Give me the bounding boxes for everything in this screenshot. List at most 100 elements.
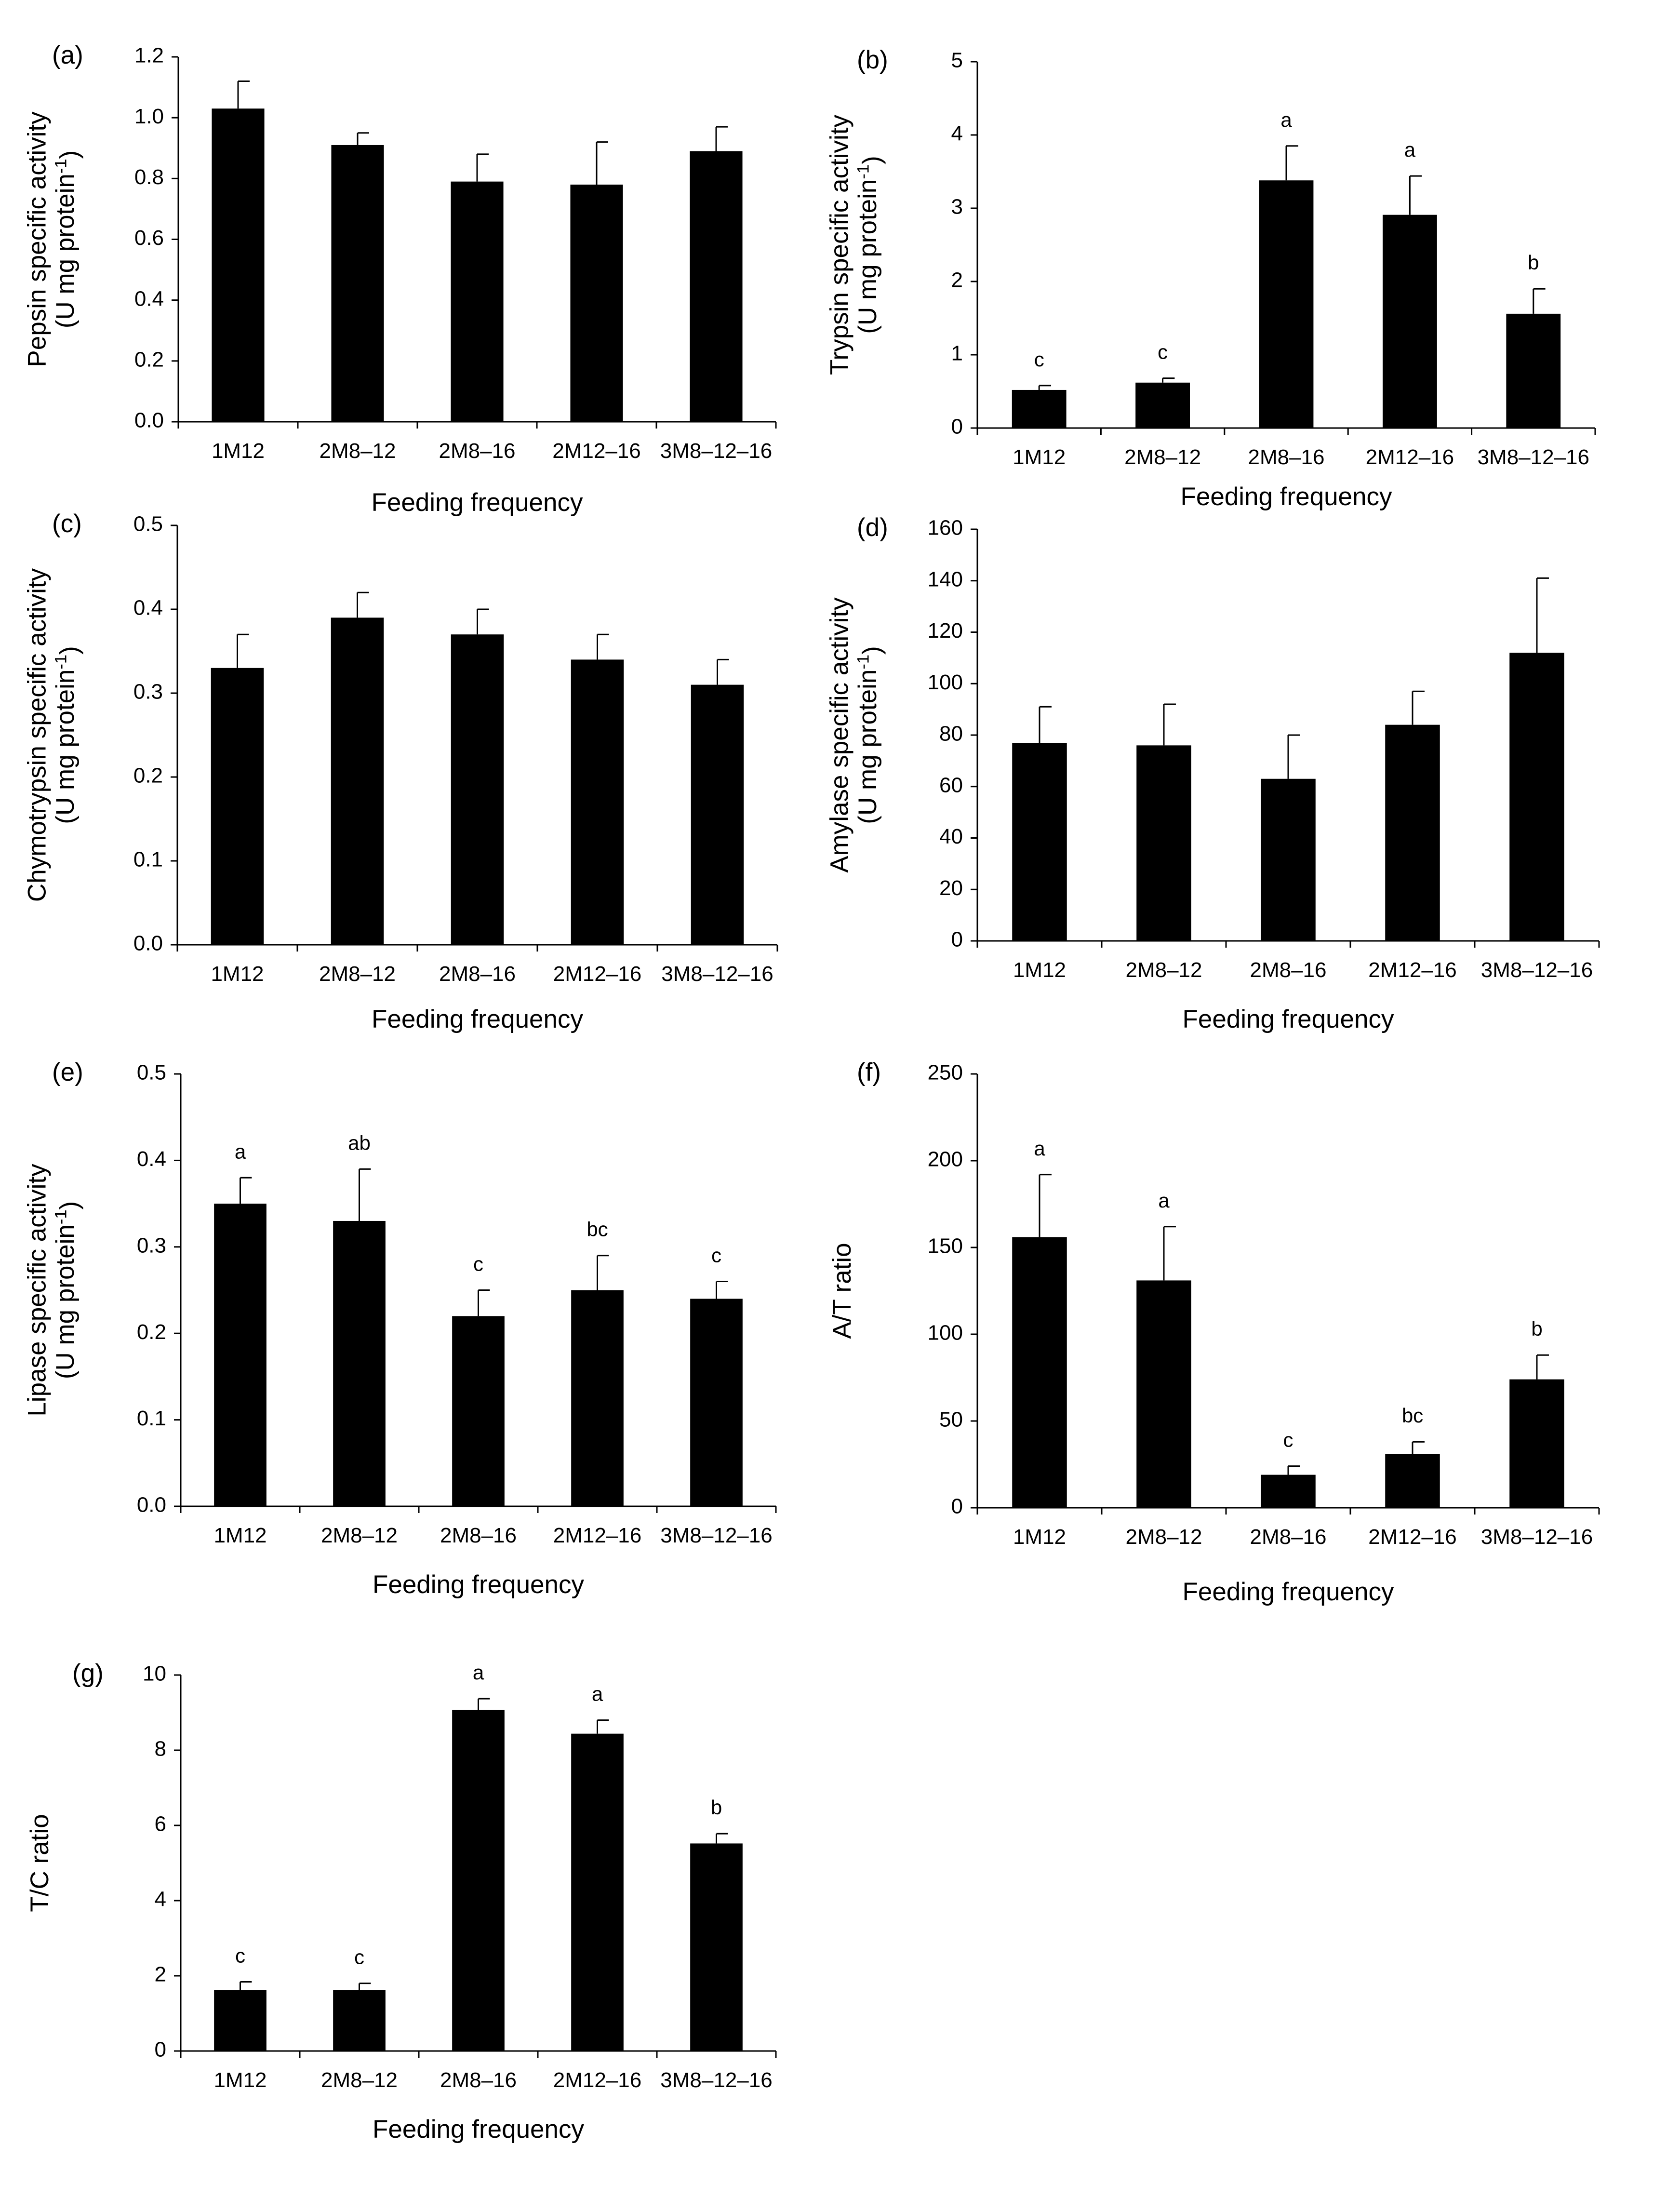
y-axis-label-line: ) <box>857 156 886 164</box>
bar <box>1385 1454 1440 1508</box>
y-axis-label-superscript: -1 <box>854 655 872 670</box>
y-tick-label: 80 <box>939 722 963 746</box>
y-tick-label: 8 <box>155 1737 166 1761</box>
x-axis-label: Feeding frequency <box>371 488 583 517</box>
bar <box>691 684 744 945</box>
x-tick-label: 1M12 <box>213 1524 267 1547</box>
y-tick-label: 160 <box>928 516 963 540</box>
significance-letter: b <box>1528 251 1539 274</box>
x-tick-label: 1M12 <box>212 439 265 463</box>
significance-letter: b <box>711 1796 722 1819</box>
y-axis-label-superscript: -1 <box>854 164 872 179</box>
significance-letter: c <box>711 1244 721 1267</box>
y-tick-label: 0.0 <box>134 409 164 432</box>
x-tick-label: 2M8–12 <box>319 439 396 463</box>
bar <box>1136 1280 1191 1508</box>
y-axis-label-line: ) <box>55 150 83 159</box>
x-tick-label: 2M8–12 <box>1124 445 1201 469</box>
x-tick-label: 2M12–16 <box>1368 1525 1456 1549</box>
chart-panel: (f) 0 50 100 150 200 250 a 1M12 a 2M8–12 c 2M8–16 bc 2… <box>828 1058 1600 1606</box>
bar <box>690 1843 743 2051</box>
x-tick-label: 1M12 <box>1013 1525 1066 1549</box>
y-tick-label: 3 <box>951 195 963 219</box>
x-tick-label: 3M8–12–16 <box>1478 445 1589 469</box>
x-axis-label: Feeding frequency <box>373 2115 585 2144</box>
y-tick-label: 0.3 <box>137 1233 166 1257</box>
bar <box>1261 778 1316 941</box>
significance-letter: bc <box>587 1218 608 1241</box>
bar <box>571 659 624 945</box>
bar <box>331 617 384 945</box>
y-tick-label: 0.2 <box>133 764 163 788</box>
bar <box>1385 724 1440 941</box>
bar <box>452 1316 505 1506</box>
x-tick-label: 1M12 <box>1013 445 1066 469</box>
x-tick-label: 1M12 <box>211 962 264 986</box>
y-tick-label: 0 <box>951 928 963 952</box>
significance-letter: a <box>1280 108 1292 131</box>
x-tick-label: 2M8–12 <box>321 1524 398 1547</box>
significance-letter: c <box>1034 348 1044 371</box>
y-tick-label: 1.2 <box>134 44 164 67</box>
y-axis-label: Trypsin specific activity(U mg protein-1… <box>826 115 886 375</box>
x-axis-label: Feeding frequency <box>372 1005 584 1033</box>
y-tick-label: 40 <box>939 825 963 848</box>
y-tick-label: 0 <box>951 415 963 439</box>
bar <box>333 1220 386 1506</box>
significance-letter: b <box>1531 1317 1542 1340</box>
significance-letter: c <box>1158 341 1168 363</box>
y-axis-label-line: ) <box>55 1201 83 1210</box>
y-axis-label-line: (U mg protein <box>853 670 882 824</box>
significance-letter: c <box>473 1253 483 1275</box>
x-tick-label: 3M8–12–16 <box>660 1524 772 1547</box>
y-tick-label: 0.2 <box>134 348 164 371</box>
y-tick-label: 0 <box>951 1495 963 1518</box>
y-tick-label: 4 <box>951 122 963 146</box>
y-tick-label: 1 <box>951 342 963 365</box>
x-tick-label: 3M8–12–16 <box>1481 1525 1593 1549</box>
x-tick-label: 2M8–16 <box>1248 445 1324 469</box>
y-tick-label: 1.0 <box>134 105 164 128</box>
chart-panel: (a) 0.0 0.2 0.4 0.6 0.8 1.0 1.2 1M12 2M8–12 2M8–16… <box>23 41 777 517</box>
panel-label: (a) <box>52 41 83 69</box>
y-axis-label-line: Pepsin specific activity <box>23 111 52 367</box>
y-axis-label-line: ) <box>857 646 886 655</box>
panel-label: (b) <box>857 46 888 74</box>
y-axis-label-line: (U mg protein <box>853 179 882 334</box>
y-axis-label: T/C ratio <box>26 1814 54 1912</box>
panel-label: (c) <box>52 509 82 538</box>
bar <box>214 1990 267 2051</box>
y-axis-label: Amylase specific activity(U mg protein-1… <box>826 597 886 873</box>
bar <box>331 145 384 422</box>
y-axis-label-superscript: -1 <box>52 1209 70 1224</box>
y-tick-label: 10 <box>143 1662 166 1686</box>
y-tick-label: 140 <box>928 567 963 591</box>
bar <box>451 181 504 422</box>
y-tick-label: 2 <box>155 1963 166 1986</box>
bar <box>212 108 265 422</box>
significance-letter: c <box>235 1944 245 1967</box>
bar <box>571 1290 624 1506</box>
y-axis-label: Chymotrypsin specific activity(U mg prot… <box>23 568 84 902</box>
y-tick-label: 0.3 <box>133 680 163 704</box>
significance-letter: a <box>1158 1189 1170 1212</box>
x-tick-label: 3M8–12–16 <box>1481 958 1593 982</box>
y-tick-label: 6 <box>155 1812 166 1836</box>
y-tick-label: 250 <box>928 1061 963 1085</box>
y-tick-label: 0 <box>155 2038 166 2062</box>
significance-letter: a <box>1034 1137 1045 1160</box>
y-tick-label: 0.5 <box>133 512 163 536</box>
x-tick-label: 2M8–12 <box>1125 1525 1202 1549</box>
bar <box>214 1204 267 1506</box>
bar <box>1261 1475 1316 1508</box>
y-tick-label: 150 <box>928 1234 963 1258</box>
y-tick-label: 200 <box>928 1148 963 1171</box>
y-tick-label: 60 <box>939 773 963 797</box>
y-axis-label-superscript: -1 <box>52 655 70 670</box>
y-tick-label: 2 <box>951 268 963 292</box>
y-axis-label: Lipase specific activity(U mg protein-1) <box>23 1164 84 1417</box>
bar <box>1509 653 1564 941</box>
bar <box>1012 743 1067 941</box>
chart-panel: (g) 0 2 4 6 8 10 c 1M12 c 2M8–12 a 2M8–16 a 2M12–16 b 3M… <box>26 1659 777 2144</box>
